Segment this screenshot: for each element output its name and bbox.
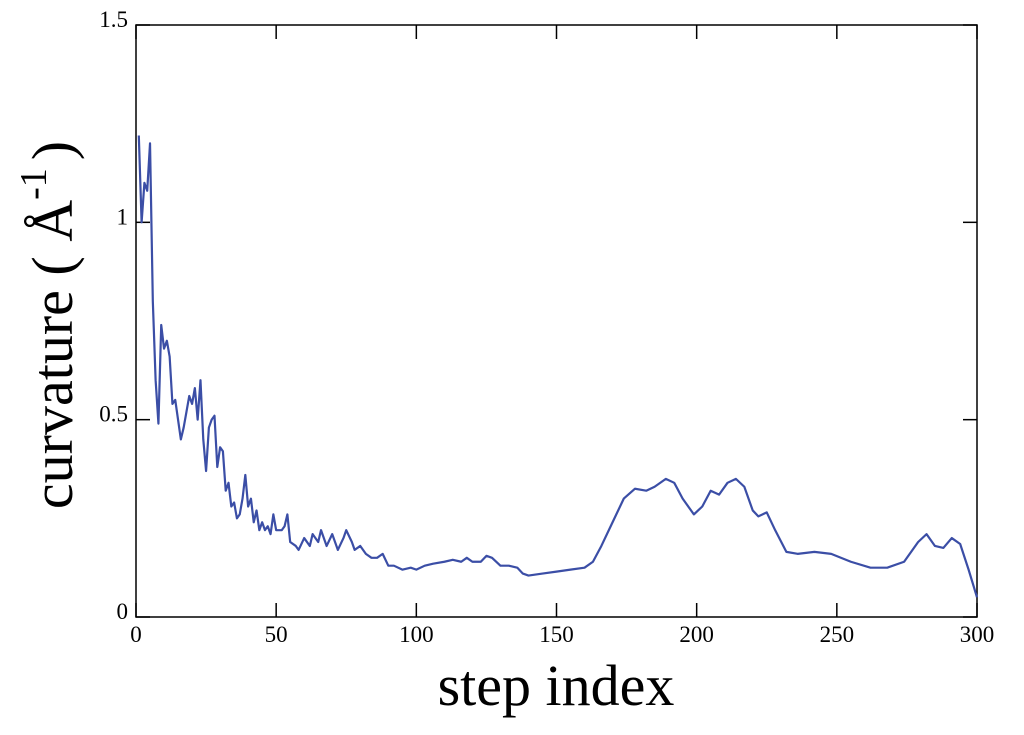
data-line — [137, 135, 979, 598]
x-tick-label: 100 — [399, 622, 434, 647]
y-axis-label-text: curvature ( Å — [20, 200, 85, 509]
y-axis-label-close: ) — [20, 141, 85, 160]
x-tick-label: 150 — [539, 622, 574, 647]
x-tick-label: 300 — [960, 622, 995, 647]
y-axis-label-superscript: -1 — [13, 168, 55, 200]
x-tick-label: 0 — [130, 622, 142, 647]
y-axis-label: curvature ( Å-1) — [13, 141, 85, 509]
y-tick-label: 0.5 — [99, 402, 128, 427]
x-tick-label: 250 — [820, 622, 855, 647]
plot-frame — [135, 24, 978, 618]
y-tick-label: 1.5 — [99, 7, 128, 32]
y-tick-label: 0 — [117, 599, 129, 624]
y-tick-label: 1 — [117, 204, 129, 229]
x-axis-label: step index — [438, 653, 675, 718]
x-tick-label: 200 — [679, 622, 714, 647]
x-tick-label: 50 — [265, 622, 288, 647]
